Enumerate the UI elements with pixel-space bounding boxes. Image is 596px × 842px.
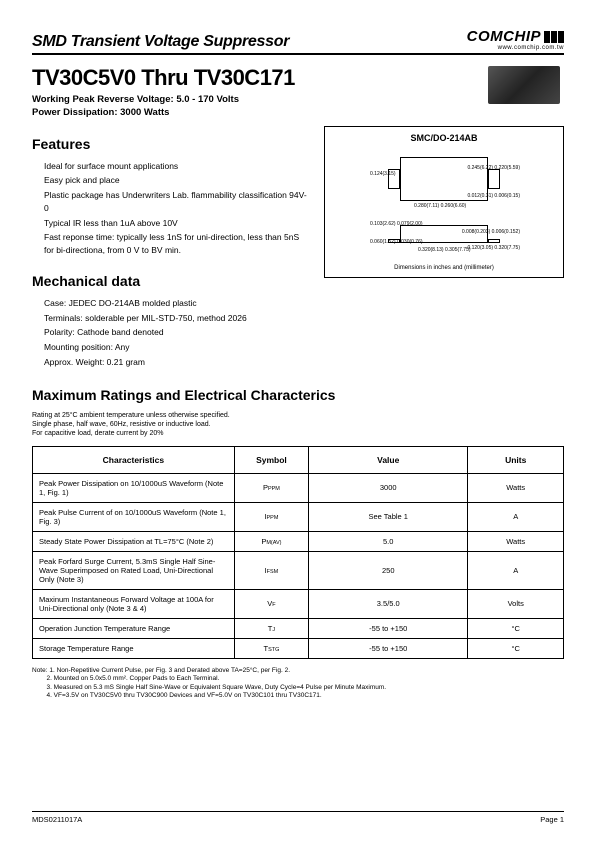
ratings-heading: Maximum Ratings and Electrical Character…: [32, 387, 564, 403]
package-drawing: 0.124(3.15) 0.245(6.22) 0.220(5.59) 0.28…: [331, 147, 557, 261]
cell-symbol: IPPM: [234, 502, 308, 531]
package-label: SMC/DO-214AB: [331, 133, 557, 143]
col-symbol: Symbol: [234, 446, 308, 473]
footnotes: Note: 1. Non-Repetitive Current Pulse, p…: [32, 667, 564, 701]
cell-characteristic: Peak Power Dissipation on 10/1000uS Wave…: [33, 473, 235, 502]
category-title: SMD Transient Voltage Suppressor: [32, 33, 289, 51]
cell-value: 3.5/5.0: [309, 589, 468, 618]
page-header: SMD Transient Voltage Suppressor COMCHIP…: [32, 28, 564, 55]
footnote-item: 4. VF=3.5V on TV30C5V0 thru TV30C900 Dev…: [46, 692, 321, 699]
cell-characteristic: Peak Forfard Surge Current, 5.3mS Single…: [33, 551, 235, 589]
cell-characteristic: Operation Junction Temperature Range: [33, 618, 235, 638]
cell-symbol: PPPM: [234, 473, 308, 502]
dim: 0.008(0.203) 0.006(0.152): [462, 229, 520, 235]
dim: 0.012(0.31) 0.006(0.15): [467, 193, 520, 199]
cell-value: -55 to +150: [309, 618, 468, 638]
mech-item: Case: JEDEC DO-214AB molded plastic: [44, 297, 310, 310]
mechanical-heading: Mechanical data: [32, 273, 310, 289]
logo: COMCHIP: [467, 28, 564, 45]
mech-item: Polarity: Cathode band denoted: [44, 326, 310, 339]
table-row: Maxinum Instantaneous Forward Voltage at…: [33, 589, 564, 618]
dim: 0.124(3.15): [370, 171, 396, 177]
cell-unit: Watts: [468, 531, 564, 551]
col-characteristics: Characteristics: [33, 446, 235, 473]
cell-characteristic: Storage Temperature Range: [33, 638, 235, 658]
logo-text: COMCHIP: [467, 28, 541, 45]
component-photo: [488, 66, 560, 104]
cell-symbol: TSTG: [234, 638, 308, 658]
table-row: Peak Pulse Current of on 10/1000uS Wavef…: [33, 502, 564, 531]
cell-value: -55 to +150: [309, 638, 468, 658]
feature-item: Fast reponse time: typically less 1nS fo…: [44, 231, 310, 257]
footnote-item: 2. Mounted on 5.0x5.0 mm². Copper Pads t…: [46, 675, 219, 682]
cell-unit: A: [468, 551, 564, 589]
table-row: Peak Forfard Surge Current, 5.3mS Single…: [33, 551, 564, 589]
page-number: Page 1: [540, 815, 564, 824]
cell-unit: Volts: [468, 589, 564, 618]
cell-symbol: IFSM: [234, 551, 308, 589]
subtitle-line2: Power Dissipation: 3000 Watts: [32, 106, 564, 119]
table-row: Operation Junction Temperature RangeTJ-5…: [33, 618, 564, 638]
col-units: Units: [468, 446, 564, 473]
cell-unit: Watts: [468, 473, 564, 502]
footnote-item: 3. Measured on 5.3 mS Single Half Sine-W…: [46, 684, 386, 691]
cell-value: 5.0: [309, 531, 468, 551]
cell-symbol: PM(AV): [234, 531, 308, 551]
dim: 0.060(1.52) 0.030(0.76): [370, 239, 423, 245]
subtitle-line1: Working Peak Reverse Voltage: 5.0 - 170 …: [32, 93, 564, 106]
mechanical-list: Case: JEDEC DO-214AB molded plastic Term…: [32, 297, 310, 369]
cell-symbol: TJ: [234, 618, 308, 638]
cell-characteristic: Steady State Power Dissipation at TL=75°…: [33, 531, 235, 551]
part-number-title: TV30C5V0 Thru TV30C171: [32, 65, 564, 91]
page-footer: MDS0211017A Page 1: [32, 811, 564, 824]
table-row: Steady State Power Dissipation at TL=75°…: [33, 531, 564, 551]
feature-item: Plastic package has Underwriters Lab. fl…: [44, 189, 310, 215]
cell-characteristic: Maxinum Instantaneous Forward Voltage at…: [33, 589, 235, 618]
subtitle: Working Peak Reverse Voltage: 5.0 - 170 …: [32, 93, 564, 120]
package-drawing-box: SMC/DO-214AB 0.124(3.15) 0.245(6.22) 0.2…: [324, 126, 564, 278]
cell-value: See Table 1: [309, 502, 468, 531]
dim: 0.280(7.11) 0.260(6.60): [414, 203, 466, 209]
footnote-item: 1. Non-Repetitive Current Pulse, per Fig…: [49, 667, 290, 674]
features-list: Ideal for surface mount applications Eas…: [32, 160, 310, 257]
doc-id: MDS0211017A: [32, 815, 82, 824]
logo-icon: [543, 31, 564, 43]
cell-unit: A: [468, 502, 564, 531]
footnote-label: Note:: [32, 667, 48, 674]
col-value: Value: [309, 446, 468, 473]
dim: 0.103(2.62) 0.079(2.00): [370, 221, 423, 227]
ratings-table: Characteristics Symbol Value Units Peak …: [32, 446, 564, 659]
mech-item: Approx. Weight: 0.21 gram: [44, 356, 310, 369]
dim: 0.245(6.22) 0.220(5.59): [467, 165, 520, 171]
package-caption: Dimensions in inches and (millimeter): [331, 265, 557, 271]
feature-item: Easy pick and place: [44, 174, 310, 187]
cell-symbol: VF: [234, 589, 308, 618]
ratings-note-line: For capacitive load, derate current by 2…: [32, 429, 564, 438]
cell-unit: °C: [468, 638, 564, 658]
mech-item: Terminals: solderable per MIL-STD-750, m…: [44, 312, 310, 325]
logo-block: COMCHIP www.comchip.com.tw: [467, 28, 564, 51]
table-row: Peak Power Dissipation on 10/1000uS Wave…: [33, 473, 564, 502]
ratings-note-line: Rating at 25°C ambient temperature unles…: [32, 411, 564, 420]
cell-value: 250: [309, 551, 468, 589]
dim: 0.320(8.13) 0.305(7.75): [418, 247, 471, 253]
ratings-note-line: Single phase, half wave, 60Hz, resistive…: [32, 420, 564, 429]
feature-item: Typical IR less than 1uA above 10V: [44, 217, 310, 230]
cell-characteristic: Peak Pulse Current of on 10/1000uS Wavef…: [33, 502, 235, 531]
cell-unit: °C: [468, 618, 564, 638]
table-header-row: Characteristics Symbol Value Units: [33, 446, 564, 473]
dim: 0.120(3.05) 0.320(7.75): [467, 245, 520, 251]
cell-value: 3000: [309, 473, 468, 502]
mech-item: Mounting position: Any: [44, 341, 310, 354]
feature-item: Ideal for surface mount applications: [44, 160, 310, 173]
ratings-notes-top: Rating at 25°C ambient temperature unles…: [32, 411, 564, 438]
table-row: Storage Temperature RangeTSTG-55 to +150…: [33, 638, 564, 658]
features-heading: Features: [32, 136, 310, 152]
logo-url: www.comchip.com.tw: [467, 45, 564, 51]
